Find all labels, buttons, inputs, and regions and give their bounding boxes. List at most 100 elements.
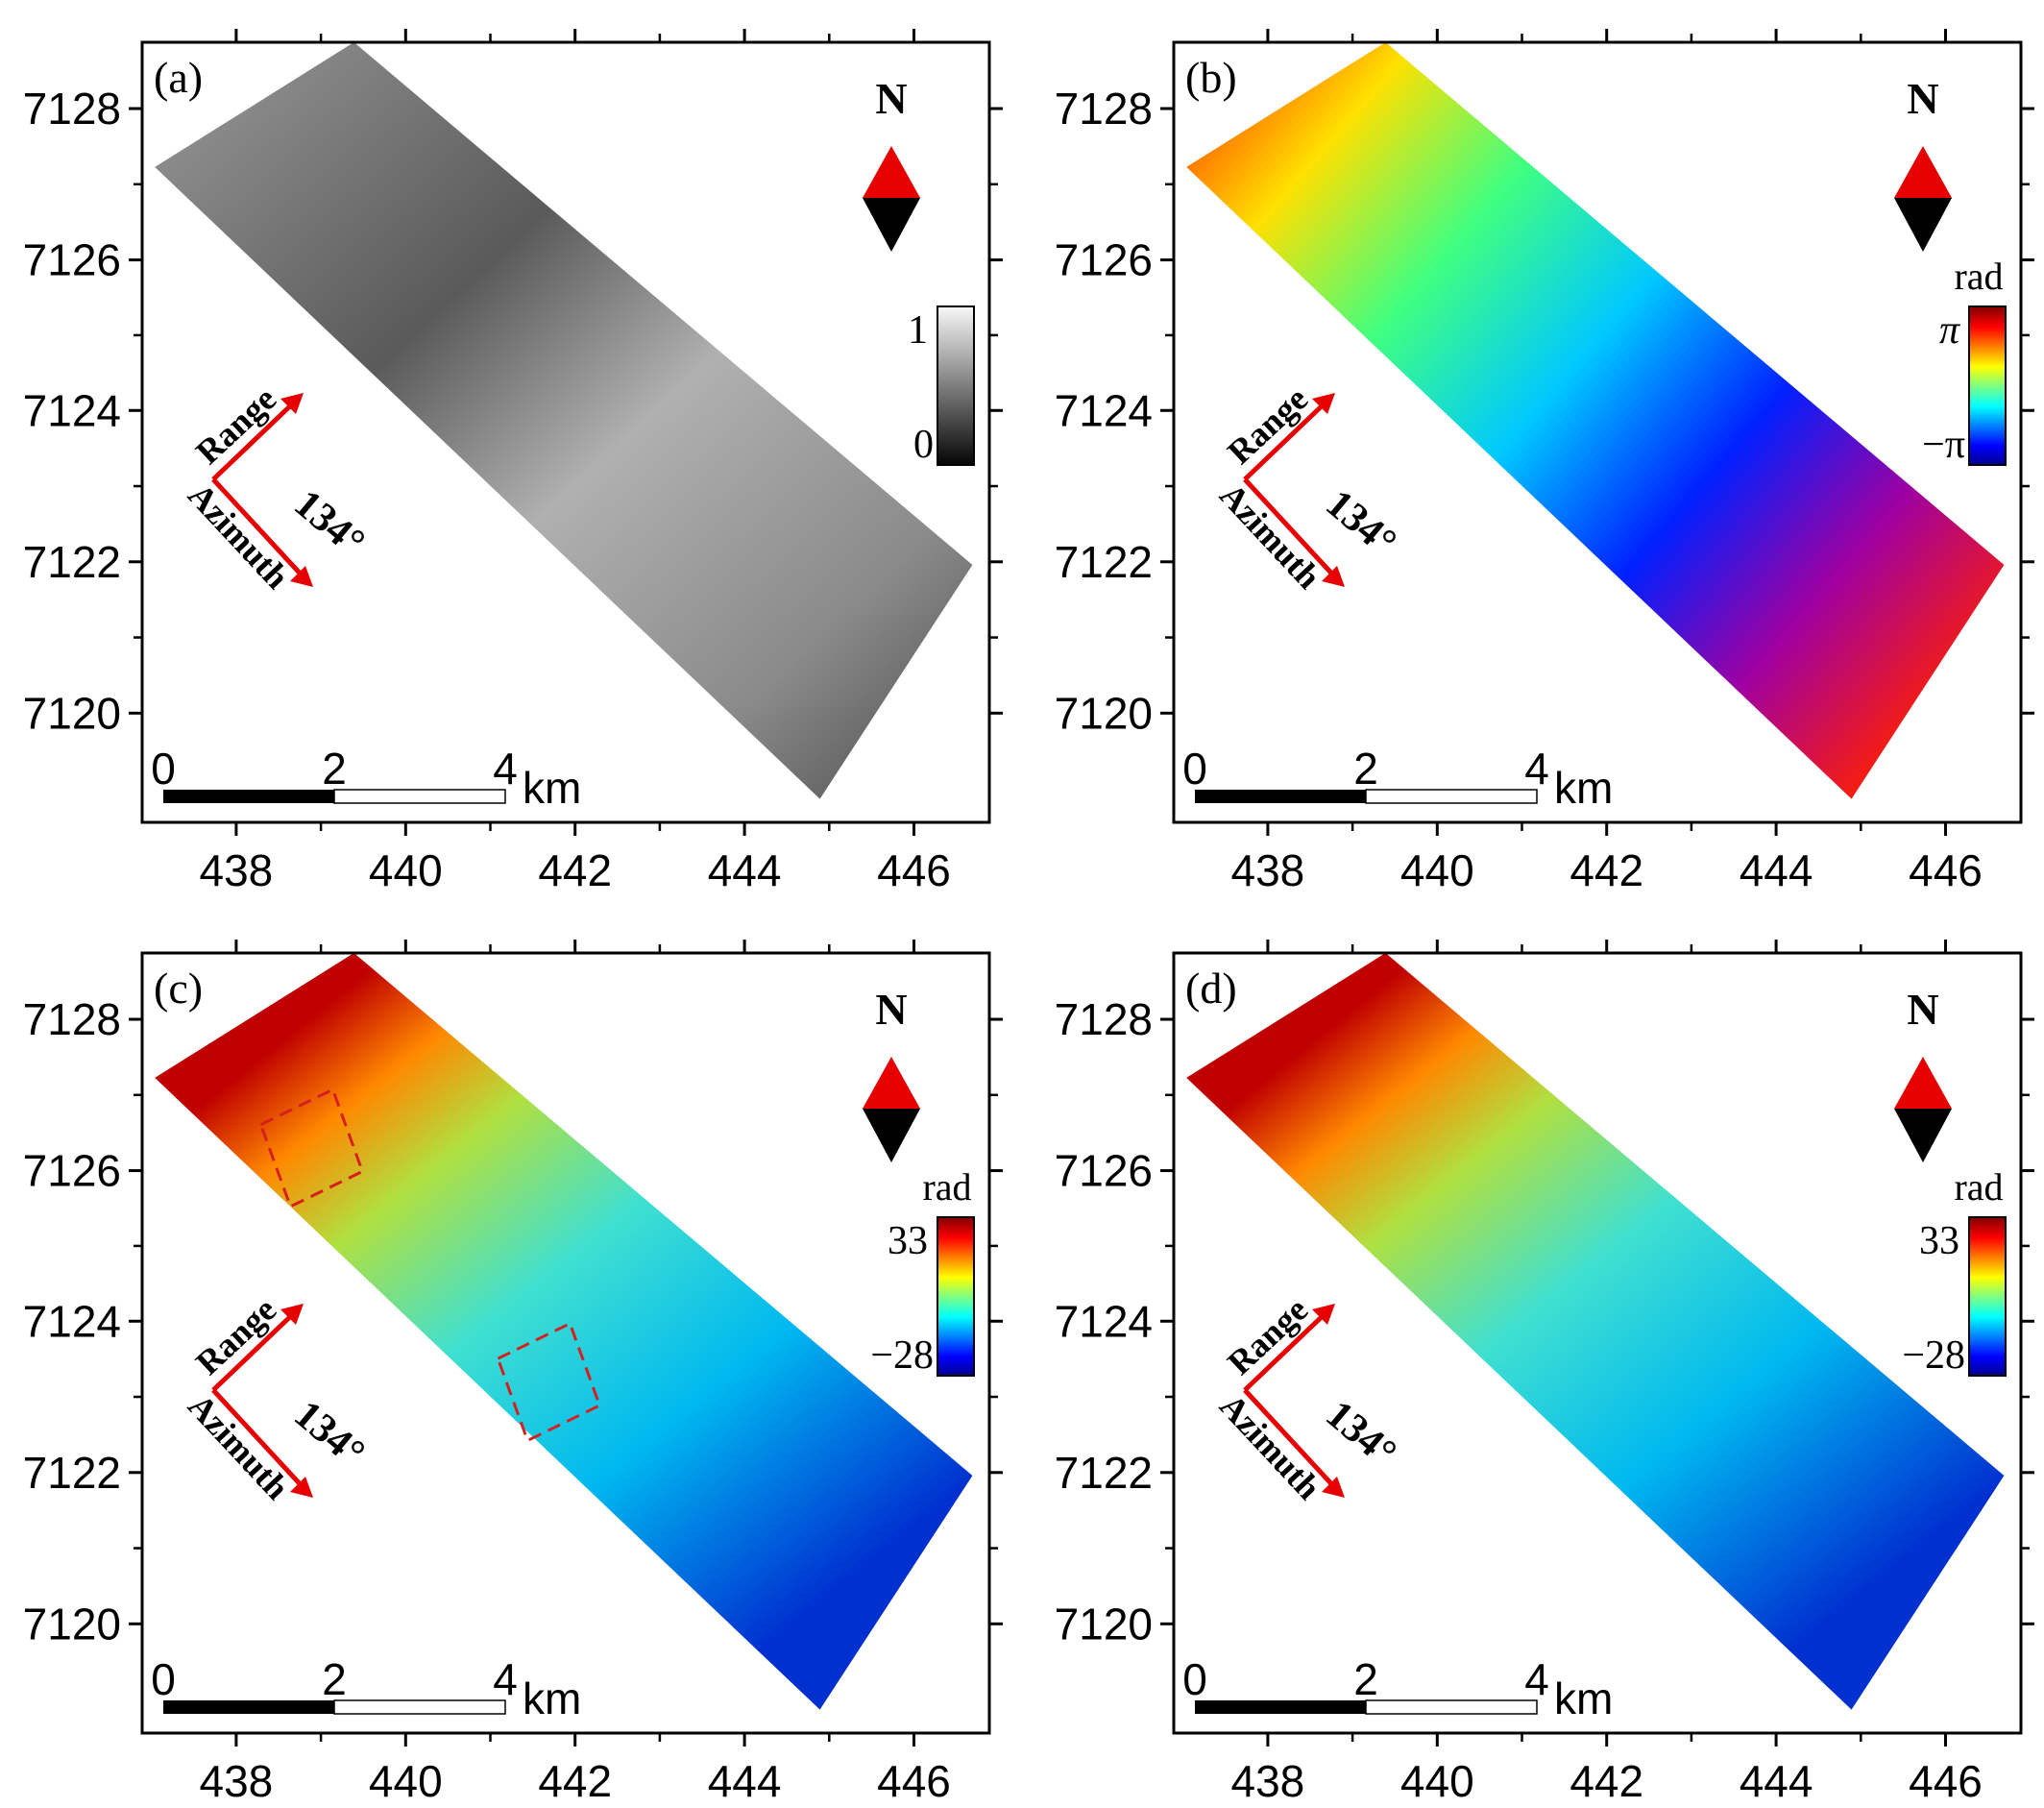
x-tick-label: 446 xyxy=(1909,1756,1983,1806)
scale-bar-white xyxy=(333,789,506,804)
north-label: N xyxy=(875,985,907,1034)
x-tick-label: 444 xyxy=(708,1756,782,1806)
panel-letter: (b) xyxy=(1185,53,1237,102)
colorbar-unit: rad xyxy=(1954,255,2003,298)
panel-letter: (a) xyxy=(154,53,203,102)
azimuth-label: Azimuth xyxy=(1212,1386,1328,1506)
x-tick-label: 442 xyxy=(538,1756,612,1806)
x-tick-label: 440 xyxy=(369,1756,443,1806)
scale-bar-label: 2 xyxy=(1353,1654,1378,1704)
scale-bar-white xyxy=(1365,789,1538,804)
scale-bar-label: 0 xyxy=(1182,1654,1207,1704)
y-tick-label: 7124 xyxy=(23,1296,121,1346)
heading-label: 134° xyxy=(286,481,374,565)
colorbar-max-label: 1 xyxy=(908,308,928,353)
azimuth-arrowhead-icon xyxy=(1322,566,1345,587)
north-arrow-up-icon xyxy=(863,1057,920,1109)
scale-bar-label: 4 xyxy=(493,744,518,794)
range-arrowhead-icon xyxy=(280,393,304,414)
colorbar-min-label: −π xyxy=(1922,423,1965,467)
x-tick-label: 438 xyxy=(200,845,274,895)
y-tick-label: 7128 xyxy=(23,84,121,134)
north-arrow-up-icon xyxy=(863,146,920,198)
scale-bar-unit: km xyxy=(523,763,581,813)
colorbar-max-label: 33 xyxy=(888,1219,928,1263)
x-tick-label: 446 xyxy=(877,1756,951,1806)
azimuth-arrowhead-icon xyxy=(1322,1477,1345,1498)
panel-c: 438 440 442 444 446 7128 7126 7124 7122 7120 (c) Nr… xyxy=(23,940,1003,1806)
north-arrow-up-icon xyxy=(1894,146,1952,198)
range-arrow xyxy=(1243,399,1329,481)
y-tick-label: 7120 xyxy=(1055,688,1153,738)
colorbar-unit: rad xyxy=(1954,1165,2003,1209)
panel-letter: (d) xyxy=(1185,964,1237,1013)
north-label: N xyxy=(875,74,907,123)
colorbar-min-label: −28 xyxy=(870,1333,934,1378)
y-tick-label: 7126 xyxy=(23,1146,121,1196)
panel-a: 438 440 442 444 446 7128 7126 7124 7122 7120 (a) N 1… xyxy=(23,29,1003,895)
scale-bar-white xyxy=(333,1699,506,1715)
y-tick-label: 7120 xyxy=(23,1599,121,1649)
heading-label: 134° xyxy=(1318,1392,1405,1476)
y-tick-label: 7124 xyxy=(23,385,121,435)
panel-b: 438 440 442 444 446 7128 7126 7124 7122 7120 (b) Nr… xyxy=(1055,29,2034,895)
range-arrowhead-icon xyxy=(1312,393,1335,414)
map-frame xyxy=(1172,40,2023,824)
range-arrowhead-icon xyxy=(280,1304,304,1325)
coherence-map xyxy=(155,42,973,799)
azimuth-arrow xyxy=(1243,477,1339,581)
azimuth-arrow xyxy=(211,1388,307,1492)
scale-bar-white xyxy=(1365,1699,1538,1715)
y-tick-label: 7126 xyxy=(23,235,121,285)
scale-bar-unit: km xyxy=(1554,763,1613,813)
range-arrow xyxy=(1243,1309,1329,1392)
y-tick-label: 7120 xyxy=(1055,1599,1153,1649)
y-tick-label: 7122 xyxy=(1055,1448,1153,1498)
colorbar-min-label: 0 xyxy=(913,423,934,467)
scale-bar-label: 4 xyxy=(493,1654,518,1704)
scale-bar-label: 0 xyxy=(1182,744,1207,794)
colorbar-min-label: −28 xyxy=(1902,1333,1965,1378)
scale-bar-label: 4 xyxy=(1524,1654,1549,1704)
x-tick-label: 444 xyxy=(708,845,782,895)
x-tick-label: 438 xyxy=(1231,1756,1305,1806)
map-frame xyxy=(140,951,991,1735)
north-label: N xyxy=(1907,74,1938,123)
azimuth-arrow xyxy=(1243,1388,1339,1492)
y-tick-label: 7122 xyxy=(23,1448,121,1498)
scale-bar-label: 2 xyxy=(1353,744,1378,794)
azimuth-label: Azimuth xyxy=(181,476,297,596)
azimuth-arrowhead-icon xyxy=(290,566,313,587)
x-tick-label: 446 xyxy=(877,845,951,895)
x-tick-label: 438 xyxy=(1231,845,1305,895)
x-tick-label: 440 xyxy=(1400,1756,1474,1806)
y-tick-label: 7122 xyxy=(23,537,121,587)
x-tick-label: 438 xyxy=(200,1756,274,1806)
x-tick-label: 442 xyxy=(538,845,612,895)
scale-bar-label: 0 xyxy=(151,1654,176,1704)
range-arrowhead-icon xyxy=(1312,1304,1335,1325)
colorbar xyxy=(1968,305,2007,466)
x-tick-label: 440 xyxy=(1400,845,1474,895)
north-arrow-down-icon xyxy=(1894,198,1952,252)
unwrapped-phase-map xyxy=(1186,953,2005,1710)
north-label: N xyxy=(1907,985,1938,1034)
x-tick-label: 444 xyxy=(1740,1756,1813,1806)
scale-bar-label: 2 xyxy=(322,1654,347,1704)
y-tick-label: 7124 xyxy=(1055,385,1153,435)
panel-d: 438 440 442 444 446 7128 7126 7124 7122 7120 (d) Nr… xyxy=(1055,940,2034,1806)
y-tick-label: 7128 xyxy=(1055,994,1153,1044)
north-arrow-up-icon xyxy=(1894,1057,1952,1109)
colorbar-unit: rad xyxy=(922,1165,971,1209)
scale-bar-black xyxy=(163,1700,334,1714)
north-arrow-down-icon xyxy=(863,198,920,252)
range-arrow xyxy=(211,399,298,481)
x-tick-label: 446 xyxy=(1909,845,1983,895)
scale-bar-black xyxy=(1195,1700,1366,1714)
range-arrow xyxy=(211,1309,298,1392)
x-tick-label: 444 xyxy=(1740,845,1813,895)
azimuth-label: Azimuth xyxy=(181,1386,297,1506)
y-tick-label: 7126 xyxy=(1055,235,1153,285)
north-arrow-down-icon xyxy=(863,1109,920,1162)
